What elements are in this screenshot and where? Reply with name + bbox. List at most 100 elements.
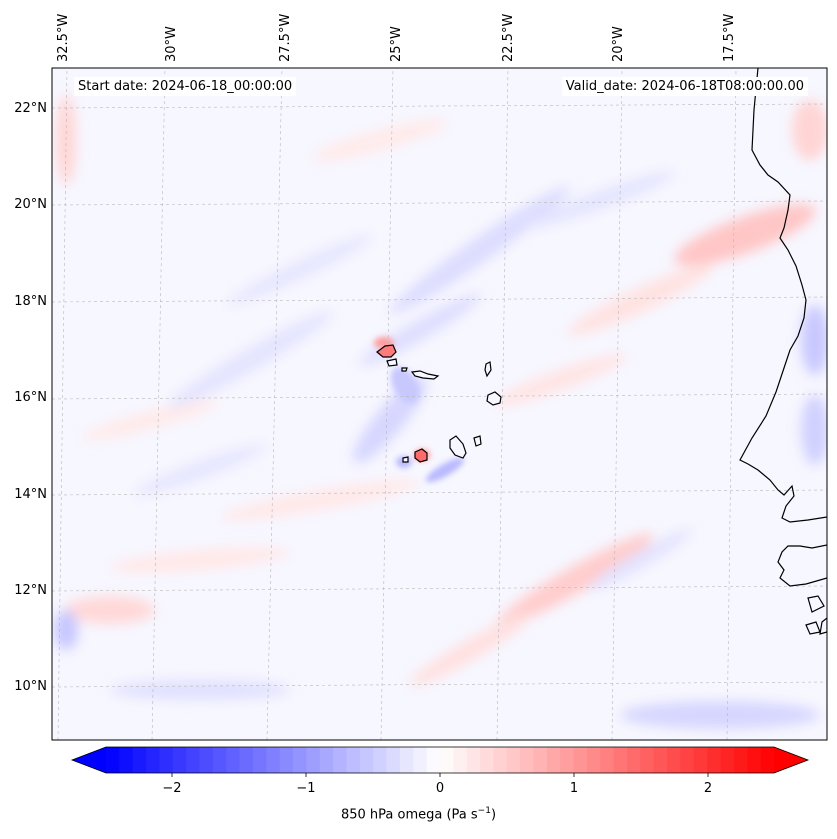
colorbar-step — [466, 747, 481, 773]
colorbar-step — [426, 747, 441, 773]
colorbar-label-exponent: −1 — [477, 806, 491, 816]
colorbar-step — [413, 747, 428, 773]
colorbar-step — [333, 747, 348, 773]
colorbar-step — [613, 747, 628, 773]
lat-label: 22°N — [14, 101, 47, 116]
colorbar-step — [640, 747, 655, 773]
colorbar-step — [239, 747, 254, 773]
colorbar-step — [453, 747, 468, 773]
colorbar-step — [747, 747, 762, 773]
colorbar-step — [119, 747, 134, 773]
colorbar-step — [373, 747, 388, 773]
lon-label: 20°W — [611, 26, 626, 62]
colorbar-step — [667, 747, 682, 773]
island-santa-luzia — [401, 367, 408, 372]
colorbar-label: 850 hPa omega (Pa s−1) — [0, 806, 837, 822]
island-santiago — [449, 435, 467, 459]
island-sal — [484, 361, 492, 378]
cape-verde-islands — [376, 344, 502, 463]
colorbar-step — [560, 747, 575, 773]
island-santo-antao — [376, 344, 397, 358]
colorbar-step — [279, 747, 294, 773]
lat-label: 16°N — [14, 390, 47, 405]
colorbar-step — [440, 747, 454, 773]
colorbar-tick-labels: −2 −1 0 1 2 — [162, 781, 712, 796]
colorbar-step — [266, 747, 281, 773]
colorbar-step — [293, 747, 307, 773]
map-gridlines — [52, 68, 827, 740]
colorbar-step — [252, 747, 267, 773]
colorbar-step — [132, 747, 147, 773]
bissau-islands — [805, 595, 827, 635]
colorbar-step — [546, 747, 561, 773]
valid-date-label: Valid_date: 2024-06-18T08:00:00.00 — [561, 77, 808, 96]
colorbar-step — [306, 747, 321, 773]
colorbar-step — [680, 747, 695, 773]
colorbar-step — [386, 747, 401, 773]
lat-label: 14°N — [14, 487, 47, 502]
colorbar-step — [226, 747, 241, 773]
colorbar-step — [760, 747, 775, 773]
colorbar-tick-label: 1 — [570, 781, 578, 796]
start-date-label: Start date: 2024-06-18_00:00:00 — [74, 77, 297, 96]
colorbar-step — [707, 747, 722, 773]
colorbar-extend-min — [72, 747, 106, 773]
colorbar-step — [533, 747, 548, 773]
colorbar-step — [493, 747, 508, 773]
colorbar-step — [600, 747, 615, 773]
island-maio — [473, 435, 482, 447]
colorbar-step — [186, 747, 201, 773]
lat-label: 10°N — [14, 679, 47, 694]
colorbar-step — [146, 747, 161, 773]
colorbar-step — [212, 747, 227, 773]
colorbar-label-close: ) — [490, 807, 497, 823]
colorbar-step — [506, 747, 521, 773]
colorbar-step — [359, 747, 374, 773]
africa-coastline — [739, 68, 827, 523]
lon-label: 30°W — [164, 26, 179, 62]
island-sao-nicolau — [410, 370, 440, 380]
lat-label: 18°N — [14, 294, 47, 309]
colorbar-step — [693, 747, 708, 773]
lon-label: 32.5°W — [56, 14, 71, 62]
island-brava — [402, 456, 409, 463]
island-boa-vista — [486, 391, 502, 406]
island-fogo — [414, 448, 428, 463]
colorbar-step — [520, 747, 535, 773]
colorbar-step — [199, 747, 214, 773]
latitude-labels: 22°N 20°N 18°N 16°N 14°N 12°N 10°N — [14, 101, 47, 694]
colorbar-label-text: 850 hPa omega (Pa s — [340, 807, 478, 823]
longitude-labels: 32.5°W 30°W 27.5°W 25°W 22.5°W 20°W 17.5… — [56, 14, 737, 62]
colorbar-tick-label: −2 — [162, 781, 181, 796]
colorbar-step — [172, 747, 187, 773]
colorbar: −2 −1 0 1 2 — [70, 746, 810, 796]
colorbar-tick-label: 2 — [704, 781, 712, 796]
colorbar-step — [653, 747, 668, 773]
colorbar-step — [319, 747, 334, 773]
colorbar-step — [720, 747, 735, 773]
lon-label: 27.5°W — [278, 14, 293, 62]
lat-label: 12°N — [14, 583, 47, 598]
colorbar-step — [573, 747, 588, 773]
colorbar-ticks — [171, 773, 709, 777]
omega-field — [52, 68, 827, 740]
colorbar-step — [586, 747, 601, 773]
colorbar-step — [733, 747, 748, 773]
colorbar-step — [159, 747, 174, 773]
colorbar-outline — [70, 746, 810, 774]
colorbar-tick-label: 0 — [436, 781, 444, 796]
map-frame — [51, 67, 828, 741]
lon-label: 22.5°W — [501, 14, 516, 62]
colorbar-step — [399, 747, 414, 773]
lat-label: 20°N — [14, 197, 47, 212]
colorbar-step — [346, 747, 361, 773]
colorbar-extend-max — [774, 747, 808, 773]
island-sao-vicente — [386, 358, 398, 367]
africa-coastline-south — [777, 544, 827, 587]
lon-label: 25°W — [389, 26, 404, 62]
colorbar-step — [627, 747, 641, 773]
coastlines — [739, 68, 827, 635]
colorbar-step — [106, 747, 120, 773]
lon-label: 17.5°W — [722, 14, 737, 62]
colorbar-step — [480, 747, 495, 773]
